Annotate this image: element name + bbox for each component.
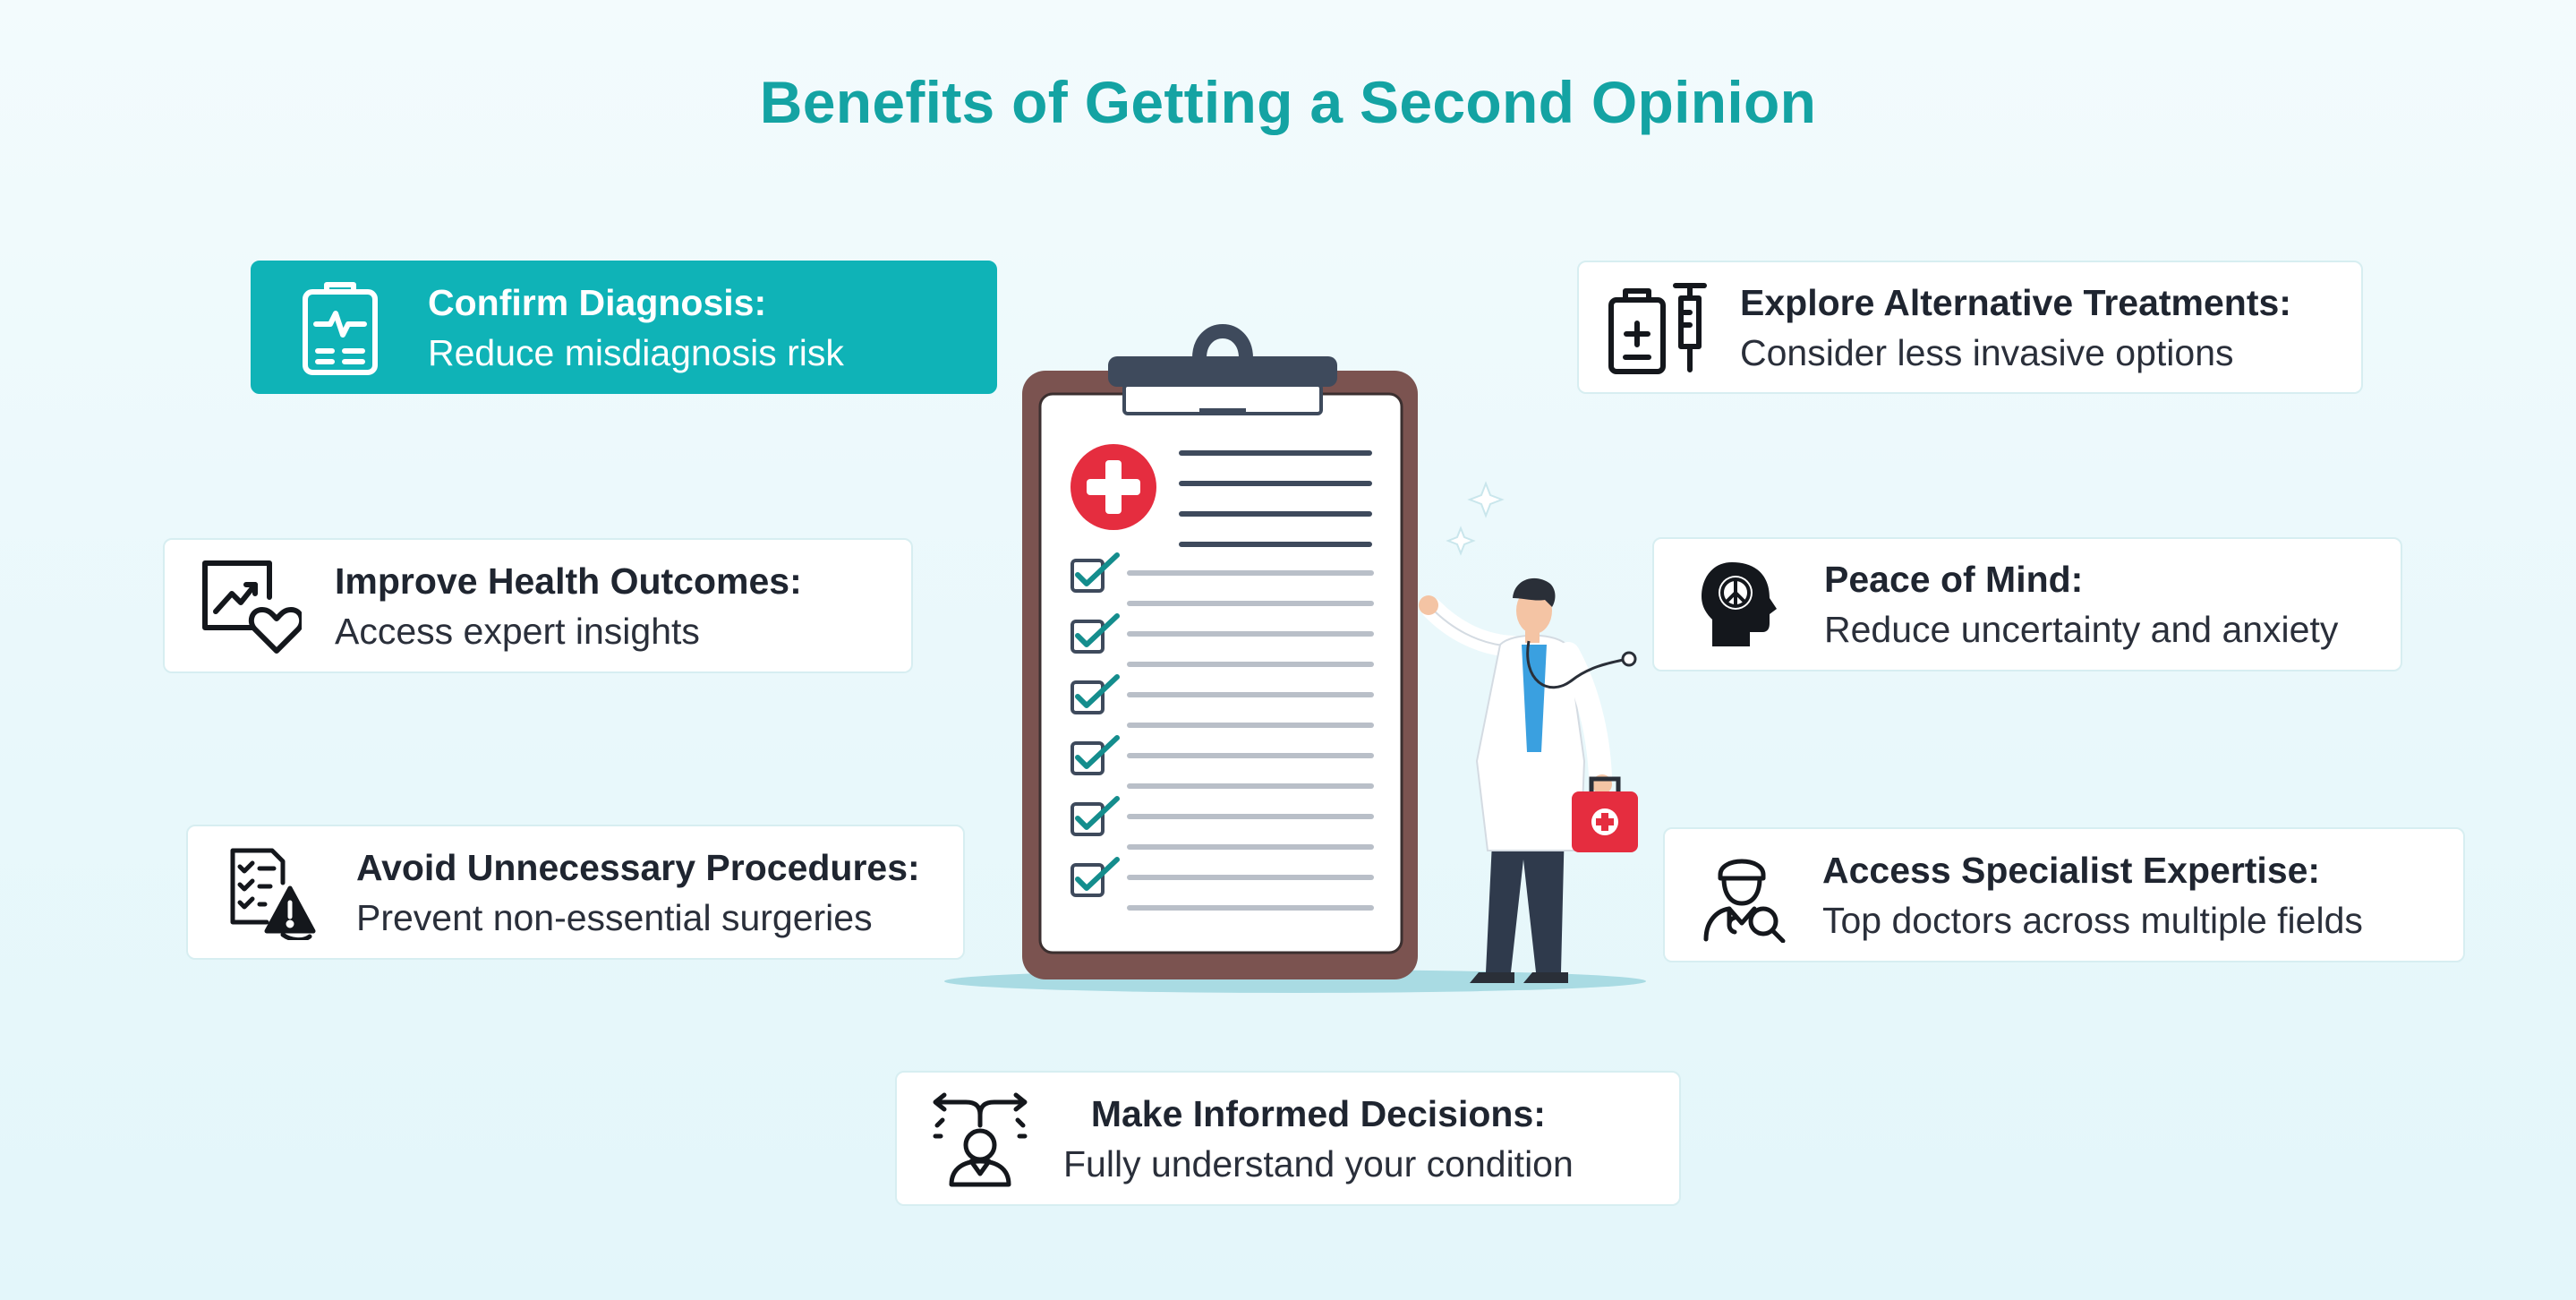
peace-head-icon <box>1654 557 1824 652</box>
card-text: Fully understand your condition <box>1063 1142 1574 1185</box>
card-specialist-expertise[interactable]: Access Specialist Expertise: Top doctors… <box>1663 827 2465 962</box>
clipboard-doctor-illustration <box>931 304 1665 1007</box>
card-confirm-diagnosis[interactable]: Confirm Diagnosis: Reduce misdiagnosis r… <box>251 261 997 394</box>
decision-arrows-icon <box>897 1090 1063 1188</box>
checklist-warning-icon <box>188 845 356 940</box>
checkmark-icon <box>1075 857 1120 891</box>
checkbox-icon <box>1070 802 1105 836</box>
checkmark-icon <box>1075 613 1120 647</box>
page-title: Benefits of Getting a Second Opinion <box>759 69 1817 135</box>
checkbox-icon <box>1070 680 1105 714</box>
chart-heart-icon <box>165 556 335 656</box>
clipboard-heartbeat-icon <box>252 279 428 376</box>
checkmark-icon <box>1075 796 1120 830</box>
card-explore-alternatives[interactable]: Explore Alternative Treatments: Consider… <box>1577 261 2363 394</box>
card-heading: Make Informed Decisions: <box>1090 1092 1546 1134</box>
checkmark-icon <box>1075 735 1120 769</box>
card-text: Reduce uncertainty and anxiety <box>1824 609 2339 650</box>
checkmark-icon <box>1075 552 1120 586</box>
card-improve-outcomes[interactable]: Improve Health Outcomes: Access expert i… <box>163 538 913 673</box>
document-header-lines <box>1179 450 1372 547</box>
card-heading: Avoid Unnecessary Procedures: <box>356 846 920 888</box>
checkbox-icon <box>1070 863 1105 897</box>
card-heading: Explore Alternative Treatments: <box>1740 281 2291 323</box>
card-heading: Access Specialist Expertise: <box>1822 849 2321 891</box>
card-heading: Confirm Diagnosis: <box>428 281 767 323</box>
card-informed-decisions[interactable]: Make Informed Decisions: Fully understan… <box>895 1071 1681 1206</box>
card-text: Top doctors across multiple fields <box>1822 899 2363 941</box>
card-heading: Peace of Mind: <box>1824 559 2084 600</box>
checkbox-icon <box>1070 559 1105 593</box>
clipboard-clip <box>1108 324 1337 415</box>
card-text: Consider less invasive options <box>1740 331 2234 373</box>
checkbox-icon <box>1070 620 1105 654</box>
card-text: Access expert insights <box>335 610 700 652</box>
medical-cross-icon <box>1070 444 1156 530</box>
sparkle-icon <box>1446 481 1505 556</box>
card-peace-of-mind[interactable]: Peace of Mind: Reduce uncertainty and an… <box>1652 537 2402 671</box>
card-text: Prevent non-essential surgeries <box>356 896 873 938</box>
card-heading: Improve Health Outcomes: <box>335 560 802 602</box>
checkbox-icon <box>1070 741 1105 775</box>
checkmark-icon <box>1075 674 1120 708</box>
card-text: Reduce misdiagnosis risk <box>428 331 844 373</box>
medicine-syringe-icon <box>1579 280 1740 375</box>
card-avoid-procedures[interactable]: Avoid Unnecessary Procedures: Prevent no… <box>186 825 965 960</box>
doctor-search-icon <box>1665 848 1822 943</box>
checklist-rows <box>1070 552 1374 911</box>
doctor-figure <box>1419 577 1638 983</box>
